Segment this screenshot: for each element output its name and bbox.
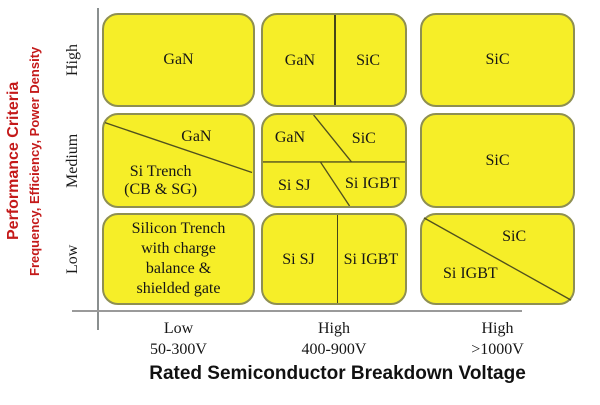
y-tick-high: High — [64, 44, 81, 76]
cell-medium-perf-low-voltage: GaN Si Trench (CB & SG) — [102, 113, 255, 208]
cell-label-lower: Si IGBT — [442, 264, 498, 282]
x-tick-range: >1000V — [471, 341, 524, 358]
vertical-divider-line — [336, 215, 339, 303]
y-axis-title: Performance Criteria — [5, 81, 22, 241]
cell-label: SiC — [485, 151, 510, 169]
y-axis-subtitle: Frequency, Efficiency, Power Density — [27, 46, 42, 276]
diagonal-divider-line — [104, 122, 253, 174]
cell-high-perf-mid-voltage: GaN SiC — [261, 13, 407, 107]
quadrant-divider-lines — [263, 115, 405, 206]
cell-label-top-left: GaN — [274, 128, 306, 146]
x-axis-title: Rated Semiconductor Breakdown Voltage — [149, 363, 526, 384]
cell-label-lower: Si Trench (CB & SG) — [124, 163, 197, 199]
cell-label-line3: balance & — [145, 260, 212, 277]
x-axis-line — [72, 310, 522, 312]
diagonal-divider-line — [423, 217, 572, 301]
cell-label-left: Si SJ — [282, 250, 315, 268]
y-tick-low: Low — [64, 244, 81, 274]
x-tick-range: 400-900V — [301, 341, 367, 358]
cell-label-bottom-left: Si SJ — [278, 176, 311, 194]
cell-label-line2: with charge — [141, 240, 216, 257]
cell-label-lower-line1: Si Trench — [129, 162, 192, 180]
x-tick-level: High — [318, 320, 350, 337]
x-tick-range: 50-300V — [150, 341, 207, 358]
y-axis-line — [97, 8, 99, 330]
cell-medium-perf-high-voltage: SiC — [420, 113, 575, 208]
x-tick-level: Low — [163, 320, 194, 337]
cell-label-right: Si IGBT — [343, 250, 399, 268]
cell-label-left: GaN — [284, 51, 316, 69]
cell-label: Silicon Trench with charge balance & shi… — [104, 215, 253, 303]
cell-label-right: SiC — [356, 51, 381, 69]
x-tick-level: High — [481, 320, 514, 337]
cell-label-line1: Silicon Trench — [131, 220, 226, 237]
cell-high-perf-low-voltage: GaN — [102, 13, 255, 107]
cell-label-upper: GaN — [181, 127, 212, 145]
cell-label: SiC — [485, 51, 510, 68]
cell-label-upper: SiC — [502, 228, 527, 245]
cell-label-lower-line2: (CB & SG) — [124, 180, 198, 198]
cell-low-perf-mid-voltage: Si SJ Si IGBT — [261, 213, 407, 305]
vertical-divider-line — [334, 15, 336, 105]
x-tick-high-voltage: High >1000V — [420, 318, 575, 360]
x-tick-low-voltage: Low 50-300V — [102, 318, 255, 360]
cell-label-top-right: SiC — [351, 129, 376, 147]
cell-low-perf-high-voltage: SiC Si IGBT — [420, 213, 575, 305]
cell-low-perf-low-voltage: Silicon Trench with charge balance & shi… — [102, 213, 255, 305]
y-tick-medium: Medium — [64, 133, 81, 188]
cell-medium-perf-mid-voltage: GaN SiC Si SJ Si IGBT — [261, 113, 407, 208]
cell-label-line4: shielded gate — [136, 280, 221, 297]
cell-high-perf-high-voltage: SiC — [420, 13, 575, 107]
cell-label-bottom-right: Si IGBT — [344, 175, 400, 193]
x-tick-mid-voltage: High 400-900V — [261, 318, 407, 360]
cell-label: GaN — [163, 51, 194, 68]
